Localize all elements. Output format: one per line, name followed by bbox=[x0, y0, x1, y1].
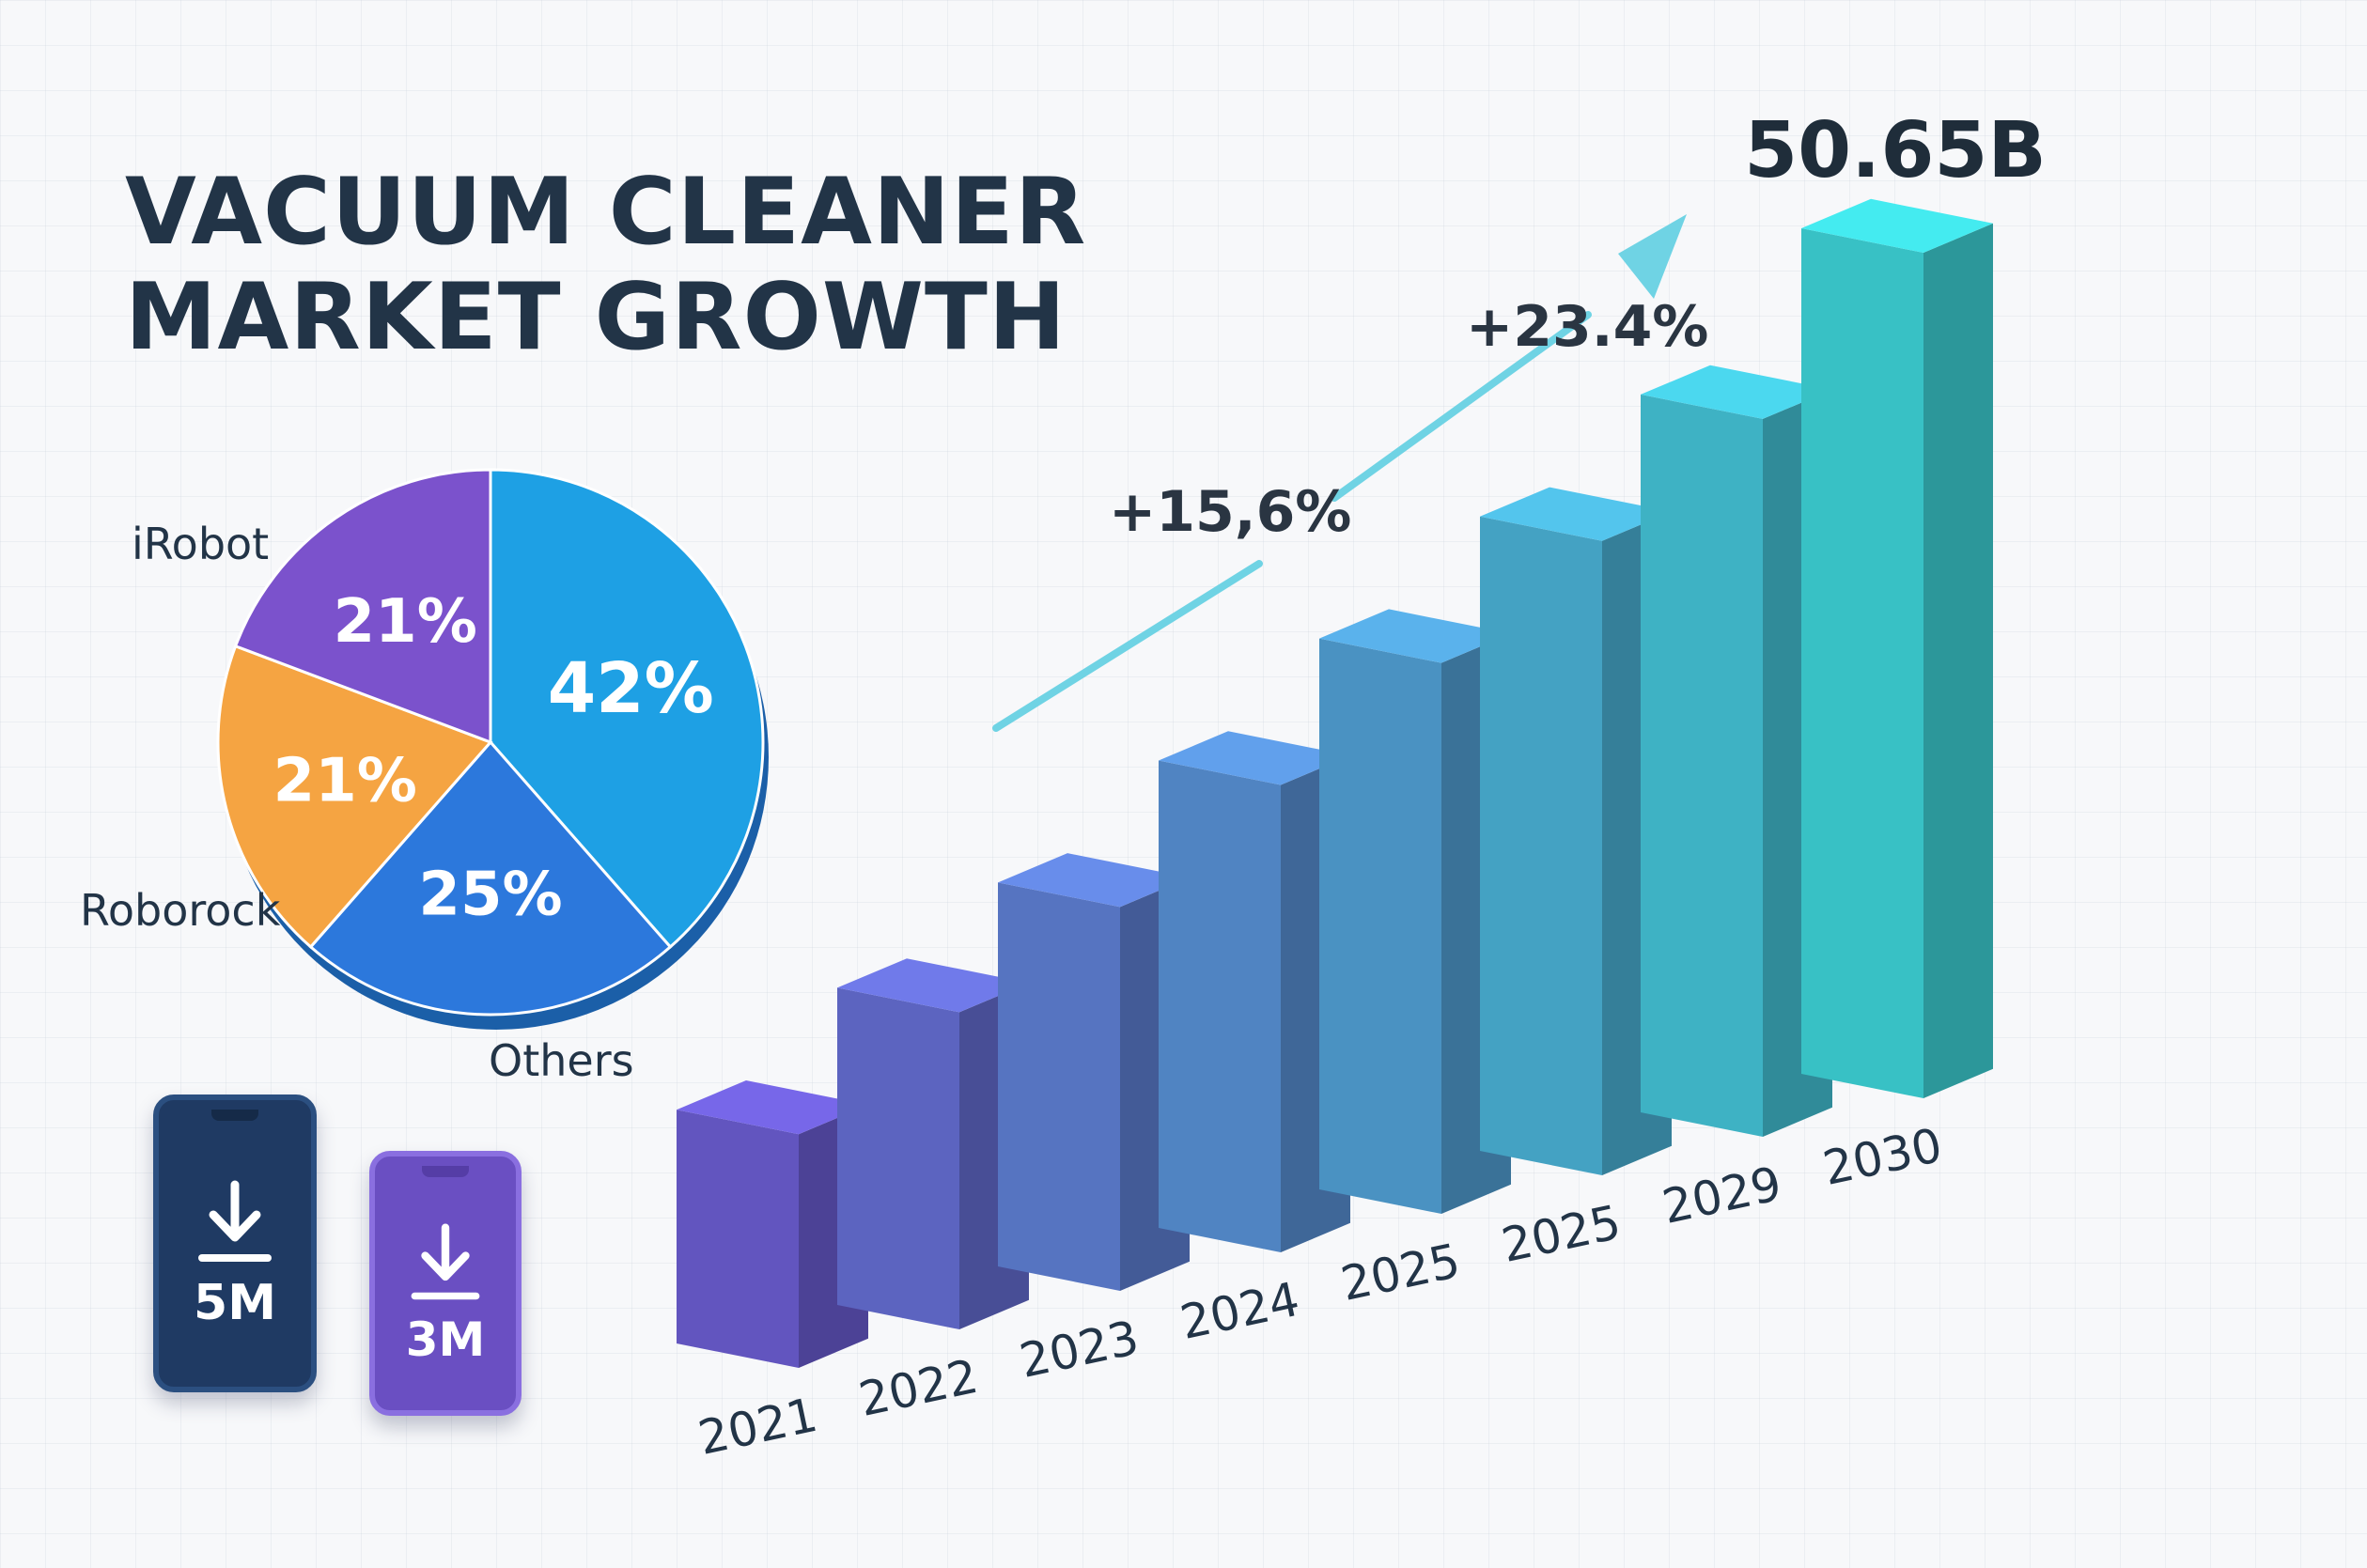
bar-top-face bbox=[1641, 365, 1832, 419]
pie-slice-label: iRobot bbox=[132, 519, 269, 569]
bar bbox=[1801, 198, 1993, 1099]
downloads-card-3m: 3M bbox=[369, 1151, 522, 1416]
pie-slice bbox=[233, 468, 492, 745]
downloads-value: 5M bbox=[194, 1274, 276, 1331]
bar-front-face bbox=[1641, 394, 1763, 1137]
x-tick-label: 2030 bbox=[1818, 1118, 1947, 1196]
bar-chart: 2021 2022 2023 2024 2025 2025 2029 2030 50.65B bbox=[677, 106, 2047, 1466]
pie-slice bbox=[489, 468, 765, 950]
x-tick-label: 2025 bbox=[1336, 1234, 1465, 1312]
bar-front-face bbox=[1159, 760, 1281, 1252]
phone-notch bbox=[211, 1110, 258, 1121]
bar-side-face bbox=[1923, 223, 1993, 1099]
x-tick-label: 2025 bbox=[1497, 1195, 1626, 1273]
title-line-1: VACUUM CLEANER bbox=[125, 159, 1087, 266]
bar-front-face bbox=[677, 1110, 799, 1368]
bar-top-face bbox=[677, 1080, 868, 1135]
bar-front-face bbox=[998, 882, 1120, 1291]
pie-slice-label: Others bbox=[489, 1035, 634, 1086]
bar-top-face bbox=[998, 853, 1190, 908]
downloads-value: 3M bbox=[405, 1312, 486, 1367]
bar-front-face bbox=[837, 987, 959, 1329]
page-title: VACUUM CLEANER MARKET GROWTH bbox=[125, 160, 1086, 370]
x-tick-label: 2022 bbox=[854, 1349, 983, 1427]
download-icon bbox=[411, 1223, 480, 1300]
download-icon bbox=[198, 1180, 272, 1262]
pie-slice-label: Roborock bbox=[80, 885, 281, 936]
growth-annotations: +15,6% +23.4% bbox=[992, 214, 1708, 732]
pie-slice-value: 25% bbox=[418, 861, 562, 930]
bar-top-face bbox=[1801, 198, 1993, 253]
x-tick-label: 2021 bbox=[693, 1388, 822, 1466]
bar-value-label: 50.65B bbox=[1744, 106, 2047, 195]
x-tick-label: 2023 bbox=[1015, 1311, 1144, 1389]
growth-annotation: +23.4% bbox=[1466, 294, 1708, 360]
downloads-card-5m: 5M bbox=[153, 1094, 317, 1392]
bar-front-face bbox=[1480, 516, 1602, 1175]
pie-slice-value: 21% bbox=[334, 587, 477, 657]
pie-slice-value: 21% bbox=[273, 747, 417, 816]
bar-top-face bbox=[1319, 609, 1511, 663]
pie-slice-value: 42% bbox=[548, 648, 714, 729]
bar-top-face bbox=[837, 958, 1029, 1013]
pie-slice bbox=[308, 739, 673, 1017]
growth-annotation: +15,6% bbox=[1109, 479, 1351, 545]
bar-top-face bbox=[1480, 487, 1672, 541]
phone-notch bbox=[422, 1166, 469, 1177]
growth-arrow-head bbox=[1618, 214, 1687, 299]
x-tick-label: 2024 bbox=[1176, 1272, 1304, 1350]
pie-slice bbox=[216, 644, 493, 950]
bar-top-face bbox=[1159, 731, 1350, 785]
bar-front-face bbox=[1319, 638, 1441, 1214]
title-line-2: MARKET GROWTH bbox=[125, 264, 1067, 371]
bar-front-face bbox=[1801, 228, 1923, 1098]
growth-arrow-line bbox=[992, 311, 1592, 732]
x-tick-label: 2029 bbox=[1658, 1157, 1786, 1234]
